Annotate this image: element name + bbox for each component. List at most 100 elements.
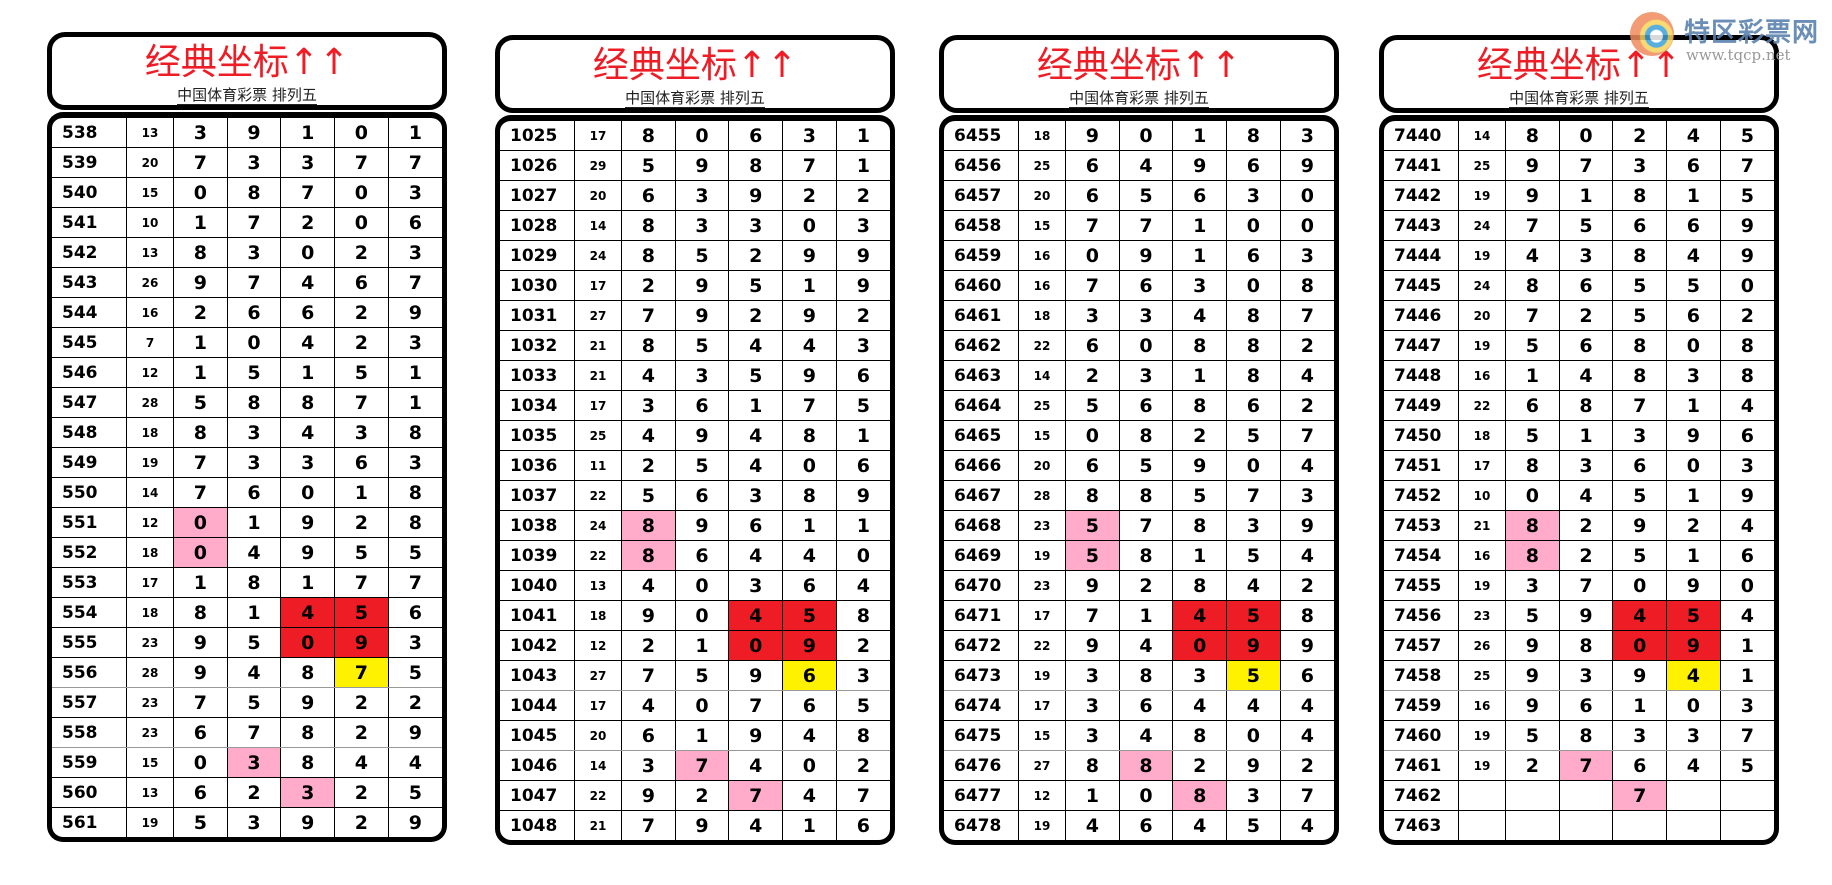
digit-cell: 7: [782, 150, 837, 181]
digit-cell: 7: [1065, 600, 1120, 631]
table-row: 7452 10 0 4 5 1 9: [1384, 480, 1774, 511]
chart-panel: 经典坐标↑↑ 中国体育彩票 排列五 7440 14 8 0 2 4 5 7441 25 9 7 3 6 7…: [1379, 35, 1779, 845]
digit-cell: [1505, 780, 1560, 811]
digit-cell: 3: [334, 417, 389, 448]
digit-cell: 3: [836, 210, 890, 241]
digit-cell: 3: [1720, 690, 1774, 721]
digit-cell: 4: [1280, 720, 1334, 751]
digit-cell: 3: [1666, 360, 1721, 391]
table-row: 7453 21 8 2 9 2 4: [1384, 510, 1774, 541]
digit-cell: 8: [621, 240, 676, 271]
digit-cell: 4: [728, 450, 784, 481]
digit-cell: 5: [227, 627, 282, 658]
issue-number: 542: [52, 237, 127, 268]
digit-cell: 1: [173, 207, 228, 238]
digit-cell: 5: [1065, 510, 1120, 541]
digit-cell: 6: [782, 660, 837, 691]
digit-cell: 1: [1505, 360, 1560, 391]
digit-cell: 1: [836, 150, 890, 181]
panel-subtitle: 中国体育彩票 排列五: [177, 86, 317, 105]
issue-number: 559: [52, 747, 127, 778]
digit-cell: 0: [1119, 121, 1174, 151]
digit-cell: 5: [1226, 600, 1281, 631]
digit-cell: 4: [388, 747, 442, 778]
sum-value: 25: [1458, 150, 1506, 181]
digit-cell: 9: [1065, 121, 1120, 151]
digit-cell: 3: [280, 777, 336, 808]
digit-cell: 0: [280, 627, 336, 658]
sum-value: 27: [574, 300, 622, 331]
digit-cell: 6: [1172, 180, 1228, 211]
digit-cell: 5: [621, 480, 676, 511]
sum-value: 12: [126, 357, 174, 388]
sum-value: 10: [1458, 480, 1506, 511]
sum-value: 16: [1458, 540, 1506, 571]
digit-cell: 6: [782, 690, 837, 721]
digit-cell: 5: [1559, 210, 1614, 241]
digit-cell: 6: [1226, 240, 1281, 271]
digit-cell: 0: [280, 237, 336, 268]
digit-cell: 0: [1666, 330, 1721, 361]
issue-number: 1045: [500, 720, 575, 751]
digit-cell: 5: [227, 357, 282, 388]
digit-cell: 4: [621, 690, 676, 721]
panel-header: 经典坐标↑↑ 中国体育彩票 排列五: [47, 32, 447, 110]
digit-cell: 3: [227, 147, 282, 178]
digit-cell: 2: [1280, 330, 1334, 361]
digit-cell: 6: [1226, 390, 1281, 421]
digit-cell: 1: [388, 357, 442, 388]
digit-cell: 7: [1505, 300, 1560, 331]
digit-cell: 0: [1226, 210, 1281, 241]
digit-cell: 3: [388, 447, 442, 478]
digit-cell: 1: [1172, 210, 1228, 241]
digit-cell: 3: [1559, 660, 1614, 691]
watermark-logo: 特区彩票网 www.tqcp.net: [1630, 8, 1830, 66]
issue-number: 6462: [944, 330, 1019, 361]
issue-number: 1034: [500, 390, 575, 421]
sum-value: [1458, 780, 1506, 811]
digit-cell: 0: [782, 450, 837, 481]
digit-cell: 5: [334, 537, 389, 568]
table-row: 7458 25 9 3 9 4 1: [1384, 660, 1774, 691]
digit-cell: 9: [1172, 150, 1228, 181]
issue-number: 7453: [1384, 510, 1459, 541]
digit-cell: 9: [782, 630, 837, 661]
digit-cell: 5: [1612, 480, 1668, 511]
sum-value: 11: [574, 450, 622, 481]
digit-cell: 2: [782, 180, 837, 211]
table-row: 542 13 8 3 0 2 3: [52, 237, 442, 268]
digit-cell: 0: [1119, 330, 1174, 361]
digit-cell: 9: [1559, 600, 1614, 631]
sum-value: 18: [1018, 121, 1066, 151]
digit-cell: 6: [1559, 330, 1614, 361]
digit-cell: 6: [856, 814, 870, 837]
digit-cell: 7: [388, 147, 442, 178]
digit-cell: 4: [227, 657, 282, 688]
sum-value: 18: [574, 600, 622, 631]
digit-cell: 4: [1720, 390, 1774, 421]
digit-cell: 8: [1172, 390, 1228, 421]
digit-cell: 9: [408, 811, 422, 834]
digit-cell: 3: [1119, 300, 1174, 331]
digit-cell: 9: [1612, 510, 1668, 541]
chart-panel: 经典坐标↑↑ 中国体育彩票 排列五 538 13 3 9 1 0 1 539 20 7 3 3 7 7 54…: [47, 32, 447, 842]
digit-cell: 9: [388, 717, 442, 748]
sum-value: 15: [1018, 420, 1066, 451]
digit-cell: 8: [388, 417, 442, 448]
issue-number: 540: [52, 177, 127, 208]
digit-cell: 2: [1559, 300, 1614, 331]
digit-cell: 9: [1065, 570, 1120, 601]
digit-cell: 6: [1119, 810, 1174, 840]
digit-cell: 8: [227, 177, 282, 208]
digit-cell: 5: [675, 330, 730, 361]
digit-cell: 0: [782, 750, 837, 781]
issue-number: 6457: [944, 180, 1019, 211]
digit-cell: 5: [1612, 540, 1668, 571]
digit-cell: 5: [1505, 420, 1560, 451]
digit-cell: 9: [675, 150, 730, 181]
table-row: 7455 19 3 7 0 9 0: [1384, 570, 1774, 601]
sum-value: 21: [574, 810, 622, 840]
table-row: 548 18 8 3 4 3 8: [52, 417, 442, 448]
digit-cell: 4: [1065, 810, 1120, 840]
digit-cell: 6: [1612, 450, 1668, 481]
